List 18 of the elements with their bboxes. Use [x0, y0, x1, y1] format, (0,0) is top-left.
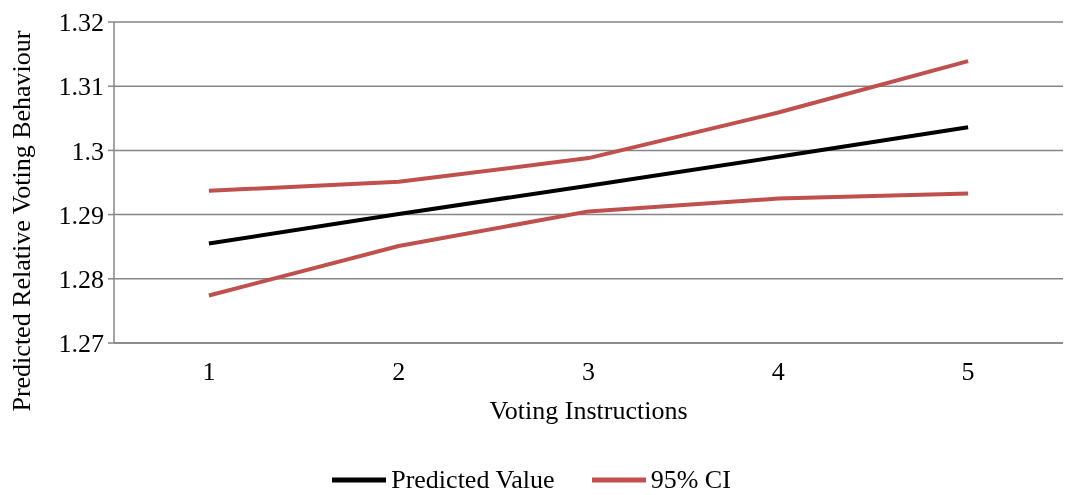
- x-tick-label: 3: [582, 357, 595, 387]
- x-tick-label: 4: [771, 357, 785, 387]
- legend-label: Predicted Value: [391, 465, 555, 495]
- y-tick-label: 1.32: [58, 8, 104, 38]
- y-tick-label: 1.31: [58, 72, 104, 102]
- x-tick-label: 1: [202, 357, 216, 387]
- x-tick-label: 2: [392, 357, 406, 387]
- y-tick-label: 1.27: [58, 329, 104, 359]
- line-series: [206, 125, 971, 246]
- y-axis-title: Predicted Relative Voting Behaviour: [7, 30, 37, 412]
- line-series: [206, 59, 971, 193]
- line-series: [206, 191, 971, 298]
- x-tick-label: 5: [961, 357, 975, 387]
- y-tick-label: 1.3: [71, 136, 104, 166]
- x-axis-title: Voting Instructions: [489, 395, 688, 425]
- y-tick-label: 1.29: [58, 200, 104, 230]
- legend-label: 95% CI: [650, 465, 731, 495]
- y-tick-label: 1.28: [58, 265, 104, 295]
